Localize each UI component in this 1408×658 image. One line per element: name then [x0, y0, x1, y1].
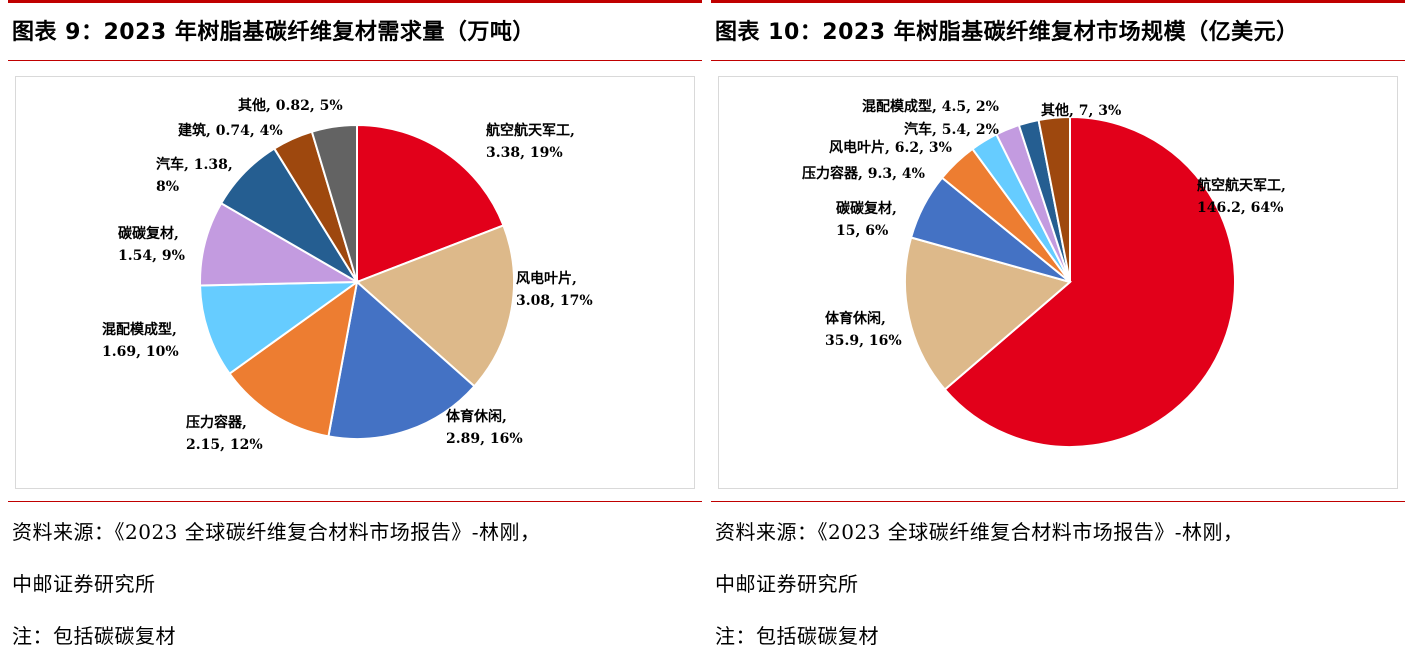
chart-title: 图表 10：2023 年树脂基碳纤维复材市场规模（亿美元）: [715, 20, 1299, 45]
right-panel: 图表 10：2023 年树脂基碳纤维复材市场规模（亿美元） 航空航天军工, 146…: [711, 0, 1405, 658]
pie-slice: [199, 280, 361, 376]
pie-slice: [310, 123, 358, 283]
slice-label: 建筑, 0.74, 4%: [178, 122, 283, 139]
source-note-cont: 中邮证券研究所: [715, 572, 859, 596]
slice-label: 压力容器, 9.3, 4%: [802, 165, 925, 182]
slice-label: 体育休闲, 2.89, 16%: [446, 408, 523, 447]
pie-chart-svg: 航空航天军工, 146.2, 64% 体育休闲, 35.9, 16% 碳碳复材, 15, …: [802, 98, 1286, 448]
top-accent-line: [8, 0, 702, 3]
pie-slice: [327, 280, 476, 440]
title-divider: [8, 60, 702, 61]
slice-label: 混配模成型, 1.69, 10%: [102, 321, 179, 360]
pie-slice: [943, 115, 1236, 448]
slice-label: 风电叶片, 3.08, 17%: [516, 270, 593, 309]
pie-slice: [355, 224, 515, 388]
slice-label: 其他, 0.82, 5%: [238, 97, 343, 114]
source-divider: [8, 501, 702, 502]
slice-label: 航空航天军工, 146.2, 64%: [1197, 177, 1286, 216]
top-accent-line: [711, 0, 1405, 3]
source-note: 资料来源：《2023 全球碳纤维复合材料市场报告》-林刚，: [12, 520, 541, 544]
pie-slice: [1037, 115, 1071, 283]
pie-chart-market: 航空航天军工, 146.2, 64% 体育休闲, 35.9, 16% 碳碳复材, 15, …: [718, 76, 1398, 489]
slice-label: 体育休闲, 35.9, 16%: [825, 310, 902, 349]
footnote: 注：包括碳碳复材: [12, 624, 176, 648]
slice-label: 汽车, 1.38, 8%: [156, 156, 233, 195]
pie-slice: [904, 236, 1073, 391]
pie-chart-svg: 航空航天军工, 3.38, 19% 风电叶片, 3.08, 17% 体育休闲, 2.89,…: [102, 97, 593, 453]
source-divider: [711, 501, 1405, 502]
slice-label: 汽车, 5.4, 2%: [904, 121, 999, 138]
pie-slice: [228, 279, 359, 438]
title-divider: [711, 60, 1405, 61]
pie-chart-demand: 航空航天军工, 3.38, 19% 风电叶片, 3.08, 17% 体育休闲, 2.89,…: [15, 76, 695, 489]
pie-slice: [356, 123, 505, 284]
slice-label: 碳碳复材, 1.54, 9%: [118, 225, 185, 264]
pie-slice: [199, 201, 361, 287]
slice-label: 其他, 7, 3%: [1041, 102, 1121, 119]
left-panel: 图表 9：2023 年树脂基碳纤维复材需求量（万吨） 航空航天军工, 3.38, …: [8, 0, 702, 658]
slice-label: 混配模成型, 4.5, 2%: [862, 98, 999, 115]
source-note: 资料来源：《2023 全球碳纤维复合材料市场报告》-林刚，: [715, 520, 1244, 544]
source-note-cont: 中邮证券研究所: [12, 572, 156, 596]
chart-title: 图表 9：2023 年树脂基碳纤维复材需求量（万吨）: [12, 20, 535, 45]
slice-label: 风电叶片, 6.2, 3%: [829, 139, 952, 156]
slice-label: 压力容器, 2.15, 12%: [186, 414, 263, 453]
slice-label: 碳碳复材, 15, 6%: [836, 200, 897, 239]
slice-label: 航空航天军工, 3.38, 19%: [486, 122, 575, 161]
footnote: 注：包括碳碳复材: [715, 624, 879, 648]
